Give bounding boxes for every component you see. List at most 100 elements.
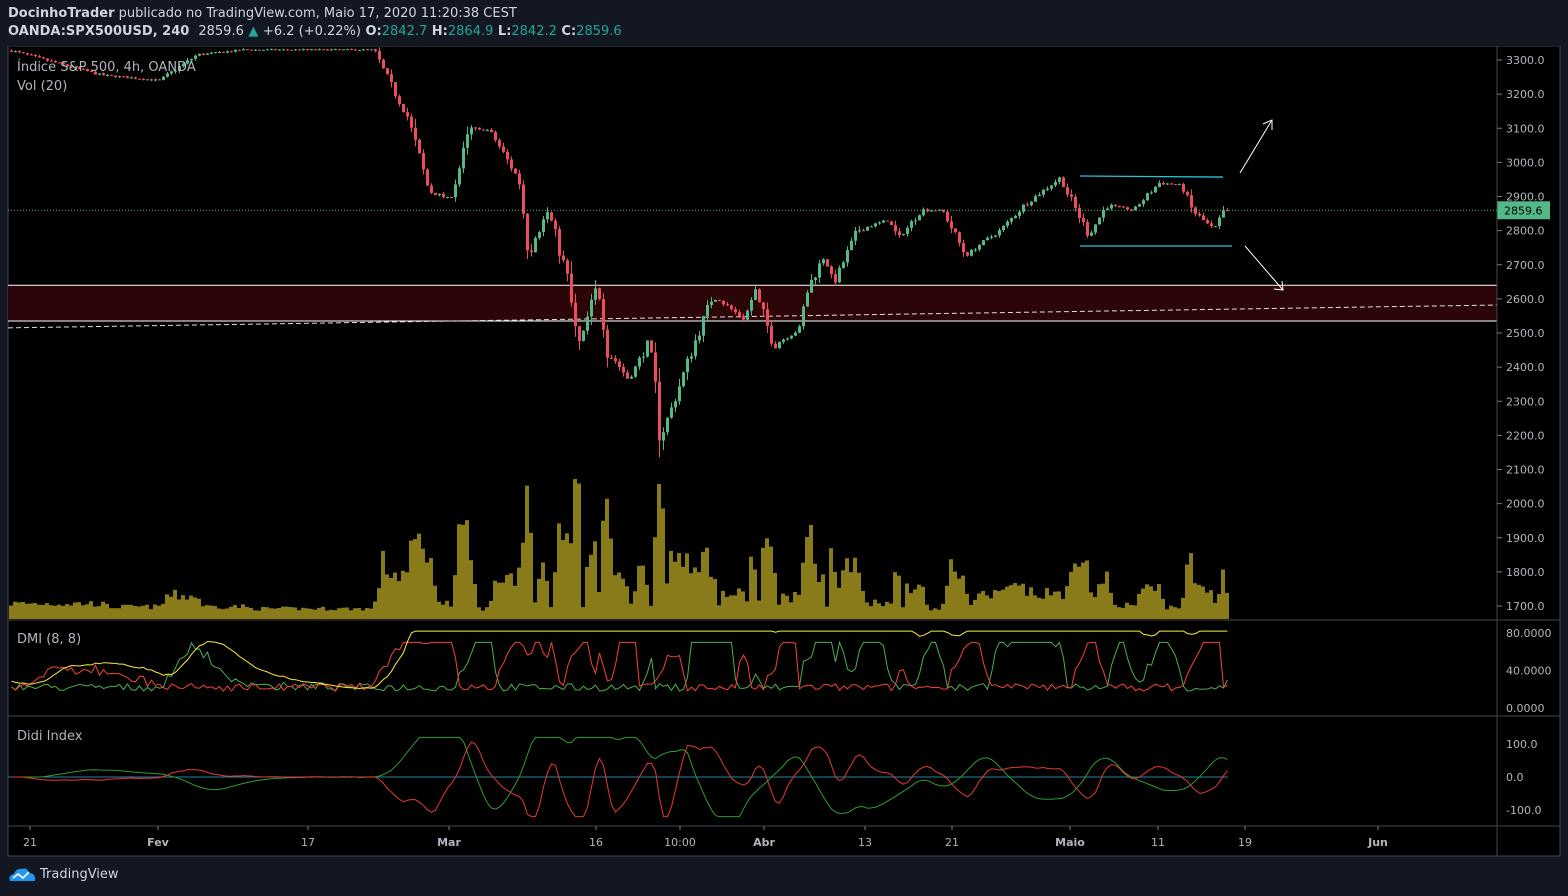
candle-body: [1010, 218, 1013, 222]
volume-bar: [537, 578, 541, 619]
last-price-badge: [1497, 201, 1550, 220]
time-axis[interactable]: 21 Fev 17 Mar 16 10:00 Abr 13 21 Maio 11 19 Jun: [23, 826, 1388, 849]
candle-body: [1062, 177, 1065, 188]
volume-bar: [1005, 586, 1009, 619]
volume-bar: [1189, 553, 1193, 619]
candle-body: [106, 74, 109, 76]
time-tick-label: 10:00: [664, 836, 696, 849]
candle-body: [922, 209, 925, 216]
candle-body: [734, 309, 737, 313]
candle-body: [94, 71, 97, 75]
volume-bar: [1193, 583, 1197, 619]
time-tick-label: Fev: [147, 836, 170, 849]
volume-label: Vol (20): [17, 79, 67, 94]
volume-bar: [917, 584, 921, 619]
candle-body: [838, 267, 841, 283]
volume-bar: [165, 594, 169, 619]
volume-bar: [981, 590, 985, 619]
candle-body: [294, 49, 297, 51]
price-tick-label: 2400.0: [1506, 361, 1545, 374]
candle-body: [78, 67, 81, 69]
chart-canvas[interactable]: 2859.6 3300.0 3200.0 3100.0 3000.0 2900.0 280…: [0, 46, 1568, 858]
candle-body: [326, 49, 329, 51]
dmi-pane: [11, 630, 1228, 692]
volume-bar: [689, 573, 693, 619]
volume-bar: [881, 606, 885, 619]
time-tick-label: 21: [945, 836, 959, 849]
volume-bar: [717, 605, 721, 619]
volume-bar: [685, 553, 689, 619]
volume-bar: [473, 584, 477, 619]
candle-body: [846, 250, 849, 263]
volume-bar: [273, 608, 277, 619]
candle-body: [134, 77, 137, 79]
volume-bar: [41, 604, 45, 619]
volume-bar: [661, 508, 665, 619]
candle-body: [282, 49, 285, 51]
volume-bar: [205, 605, 209, 619]
candle-body: [1186, 191, 1189, 196]
candle-body: [66, 64, 69, 67]
volume-bar: [1145, 584, 1149, 619]
candle-body: [334, 49, 337, 51]
volume-bar: [13, 601, 17, 619]
candle-body: [366, 49, 369, 51]
candle-body: [806, 292, 809, 307]
last-price-badge-label: 2859.6: [1504, 204, 1543, 217]
volume-bar: [289, 607, 293, 619]
candle-body: [926, 209, 929, 212]
volume-bar: [285, 606, 289, 619]
candle-body: [394, 82, 397, 97]
volume-bar: [893, 572, 897, 619]
candle-body: [402, 104, 405, 113]
candle-body: [594, 288, 597, 300]
candle-body: [554, 220, 557, 230]
volume-bar: [277, 608, 281, 619]
volume-bar: [297, 610, 301, 619]
candle-body: [466, 134, 469, 148]
time-tick-label: Maio: [1055, 836, 1085, 849]
volume-bar: [309, 608, 313, 619]
volume-bar: [1153, 590, 1157, 619]
volume-bar: [313, 609, 317, 619]
volume-bar: [1009, 585, 1013, 619]
volume-bar: [181, 595, 185, 619]
volume-bar: [293, 607, 297, 619]
candle-body: [450, 196, 453, 198]
candle-body: [1214, 226, 1217, 228]
candle-body: [1178, 183, 1181, 185]
candle-body: [1110, 204, 1113, 209]
volume-bar: [333, 610, 337, 619]
candle-body: [650, 340, 653, 353]
candle-body: [1078, 207, 1081, 219]
volume-bar: [577, 483, 581, 619]
volume-bar: [1141, 588, 1145, 619]
main-title: Índice S&P 500, 4h, OANDA: [17, 59, 196, 75]
candle-body: [582, 330, 585, 341]
volume-bar: [481, 610, 485, 619]
candle-body: [934, 210, 937, 212]
time-tick-label: 11: [1151, 836, 1165, 849]
candle-body: [286, 49, 289, 51]
price-tick-label: 1900.0: [1506, 532, 1545, 545]
tradingview-logo[interactable]: TradingView: [8, 866, 119, 882]
candle-body: [318, 49, 321, 51]
candle-body: [826, 259, 829, 267]
candle-body: [1102, 209, 1105, 218]
candle-body: [794, 332, 797, 336]
candle-body: [914, 220, 917, 222]
candle-body: [990, 236, 993, 238]
volume-bar: [281, 606, 285, 619]
candle-body: [350, 49, 353, 51]
candle-body: [1150, 192, 1153, 194]
volume-bar: [377, 588, 381, 619]
volume-bar: [17, 602, 21, 619]
volume-bar: [177, 599, 181, 619]
volume-bar: [357, 608, 361, 619]
volume-bar: [529, 532, 533, 619]
change: +6.2 (+0.22%): [262, 24, 361, 39]
volume-bar: [317, 607, 321, 619]
volume-bar: [753, 569, 757, 619]
price-axis[interactable]: 3300.0 3200.0 3100.0 3000.0 2900.0 2800.0 2700…: [1497, 54, 1552, 817]
volume-bar: [845, 558, 849, 619]
